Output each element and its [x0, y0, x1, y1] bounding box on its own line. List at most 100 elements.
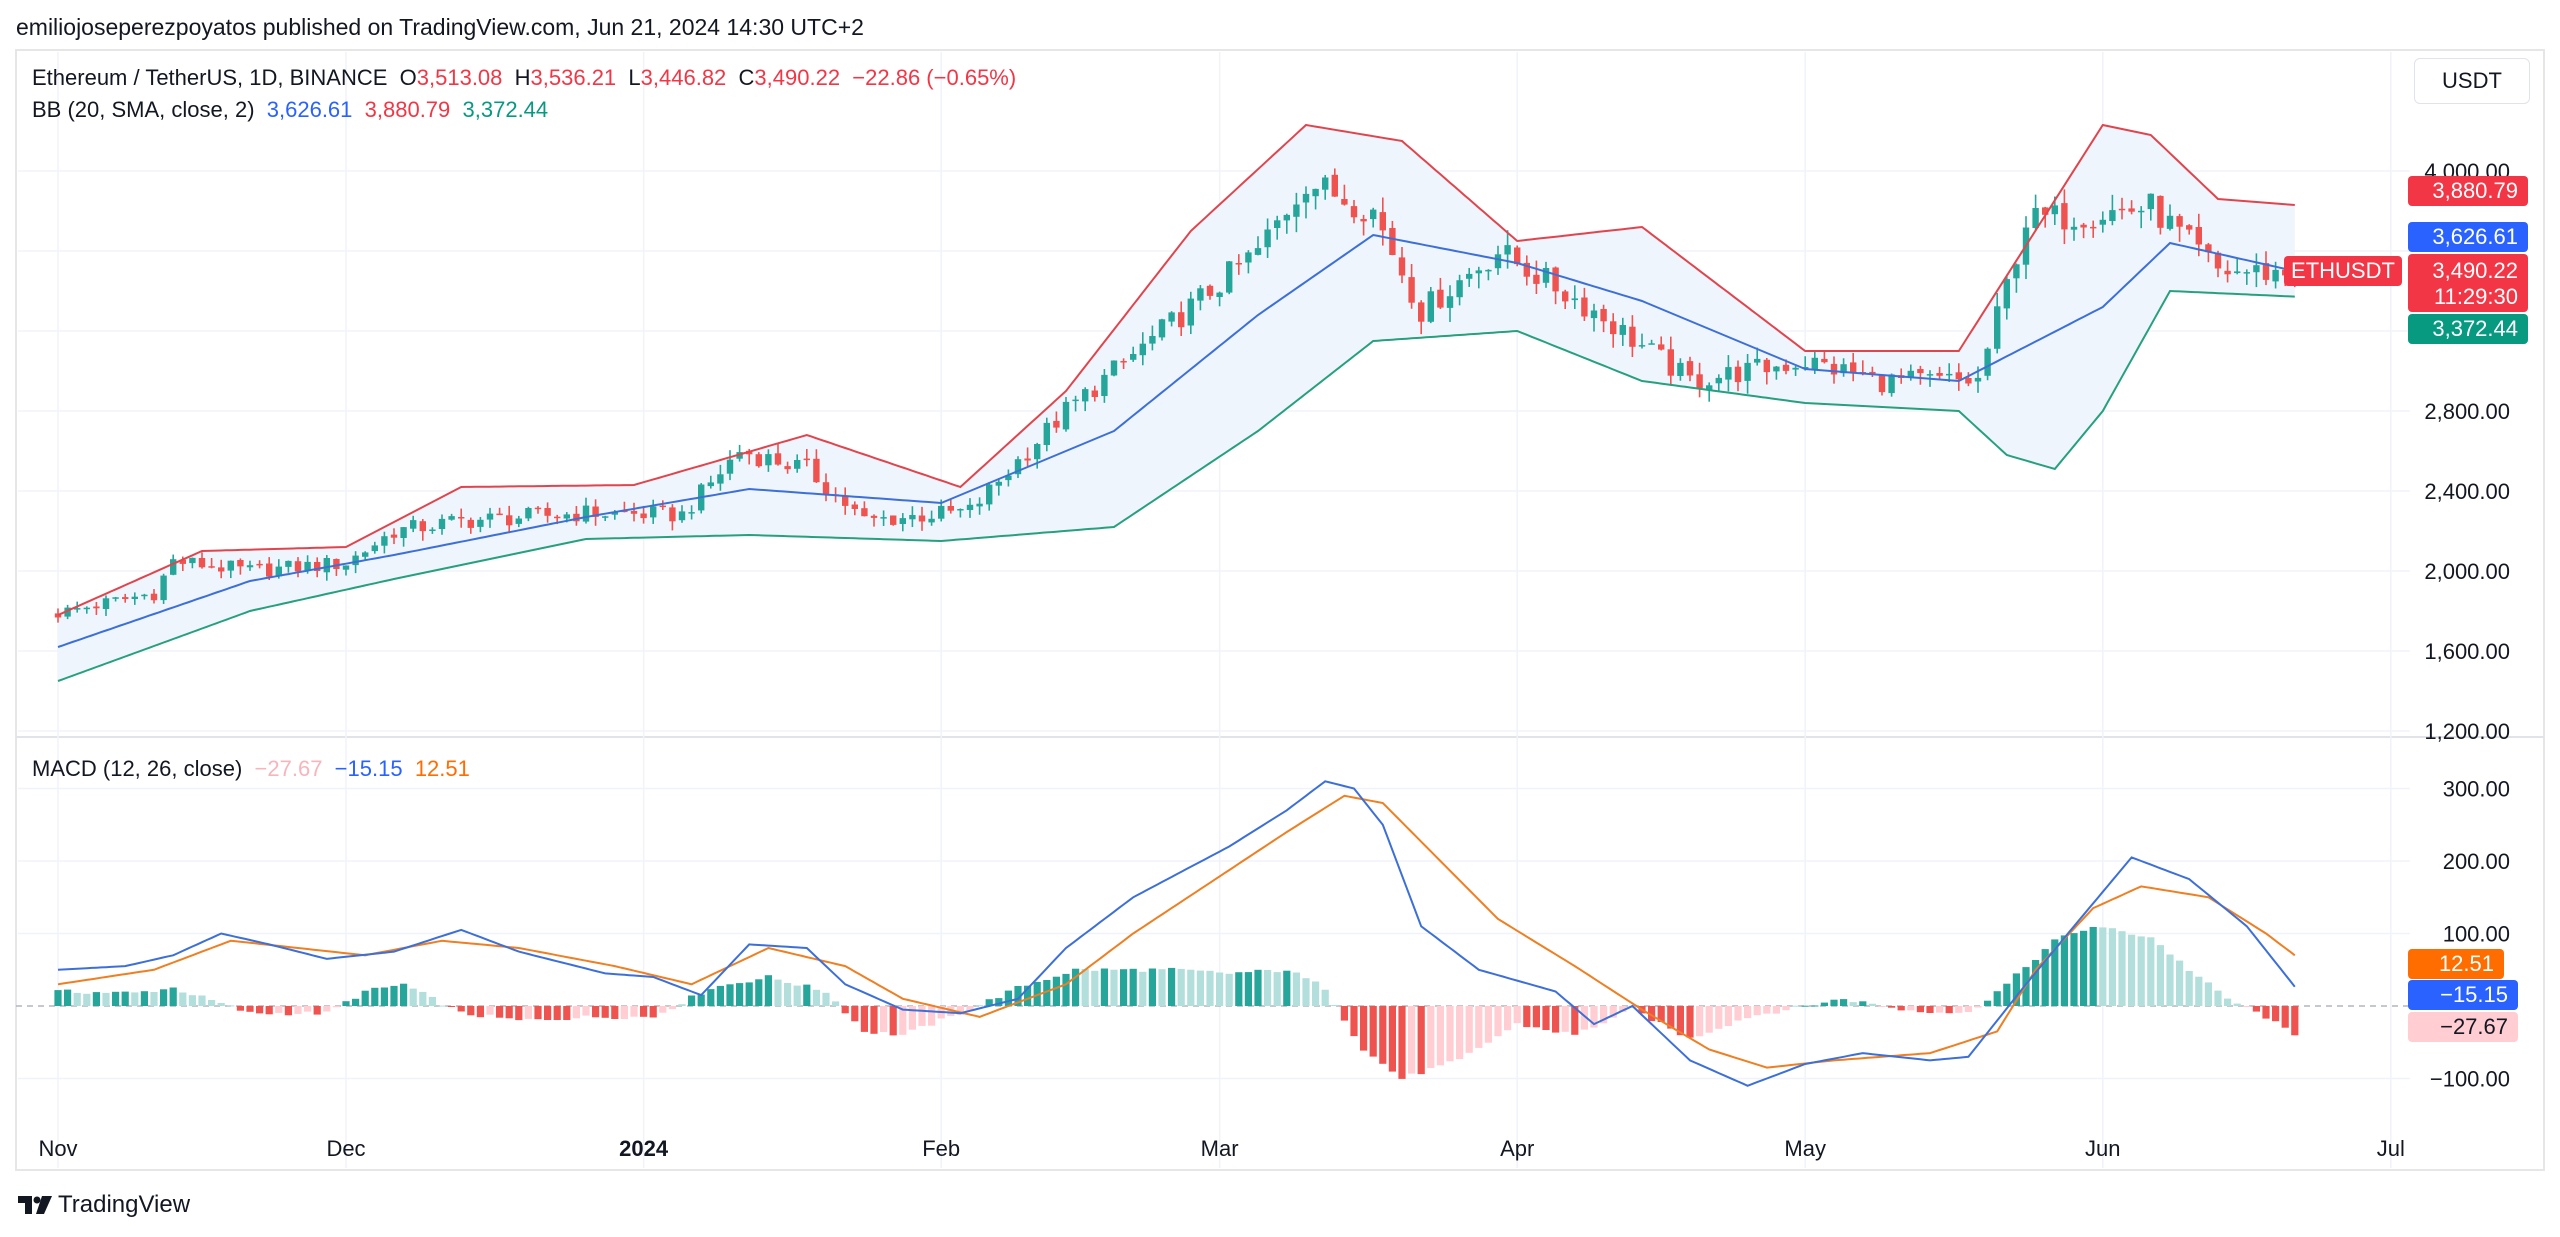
- candle: [1994, 293, 2001, 354]
- bb-label[interactable]: BB (20, SMA, close, 2): [32, 97, 255, 122]
- candle-body: [957, 509, 964, 511]
- histogram-bar: [1840, 999, 1848, 1006]
- candle-body: [1926, 374, 1934, 376]
- histogram-bar: [1561, 1006, 1569, 1032]
- histogram-bar: [1744, 1006, 1752, 1019]
- candle-body: [1811, 357, 1818, 370]
- histogram-bar: [1158, 969, 1166, 1006]
- candle-body: [2195, 227, 2202, 245]
- candle: [957, 508, 964, 518]
- candle: [2080, 222, 2087, 239]
- candle: [1418, 300, 1425, 335]
- candle-body: [1130, 354, 1137, 360]
- candle-body: [774, 453, 782, 465]
- candle-body: [2253, 265, 2260, 273]
- candle: [1562, 289, 1569, 310]
- candle-body: [2234, 271, 2241, 274]
- histogram-bar: [860, 1006, 868, 1032]
- candle: [707, 475, 714, 489]
- candle: [1043, 417, 1050, 452]
- histogram-bar: [1590, 1006, 1598, 1028]
- macd-label[interactable]: MACD (12, 26, close): [32, 756, 243, 781]
- histogram-bar: [2291, 1006, 2299, 1036]
- candle-body: [1302, 193, 1310, 203]
- histogram-bar: [2262, 1006, 2270, 1019]
- histogram-bar: [2012, 973, 2020, 1006]
- candle: [1619, 317, 1626, 346]
- histogram-bar: [1936, 1006, 1944, 1013]
- tradingview-brand[interactable]: TradingView: [16, 1190, 190, 1220]
- histogram-bar: [716, 985, 724, 1006]
- candle-body: [1072, 399, 1079, 402]
- histogram-bar: [160, 989, 168, 1006]
- histogram-badge-text: −27.67: [2440, 1014, 2508, 1039]
- candle: [1552, 266, 1559, 305]
- candle: [1370, 207, 1377, 228]
- candle-body: [1917, 369, 1924, 374]
- candle-body: [1408, 277, 1415, 303]
- candle-body: [1494, 254, 1502, 269]
- candle-body: [333, 559, 340, 569]
- candle-body: [592, 506, 599, 517]
- histogram-bar: [284, 1006, 292, 1016]
- candle-body: [870, 515, 878, 518]
- histogram-bar: [438, 1005, 446, 1007]
- candle-body: [1571, 298, 1578, 301]
- candle: [1456, 274, 1463, 306]
- candle-body: [122, 597, 129, 599]
- candle: [93, 601, 100, 615]
- histogram-bar: [1753, 1006, 1761, 1016]
- candle-body: [918, 515, 926, 522]
- candle-body: [899, 518, 906, 524]
- histogram-bar: [1513, 1006, 1521, 1024]
- currency-button[interactable]: USDT: [2414, 58, 2530, 104]
- candle: [2013, 263, 2020, 293]
- histogram-bar: [1926, 1006, 1934, 1013]
- symbol-title[interactable]: Ethereum / TetherUS, 1D, BINANCE: [32, 65, 388, 90]
- candle-body: [890, 515, 897, 525]
- candle-body: [678, 511, 686, 521]
- candle: [1091, 385, 1098, 402]
- x-tick-label: Feb: [922, 1136, 960, 1161]
- histogram-bar: [2060, 935, 2068, 1006]
- histogram-bar: [1379, 1006, 1387, 1064]
- candle-body: [1648, 343, 1655, 345]
- histogram-bar: [659, 1006, 667, 1013]
- histogram-bar: [630, 1006, 638, 1017]
- candle-body: [1427, 291, 1434, 322]
- candle-body: [1091, 390, 1098, 397]
- candle: [1293, 192, 1300, 233]
- candle-body: [419, 521, 426, 532]
- candle-body: [1341, 199, 1348, 205]
- candle-body: [1994, 306, 2001, 349]
- histogram-bar: [688, 995, 696, 1006]
- candle-body: [1187, 298, 1194, 326]
- histogram-bar: [131, 992, 139, 1006]
- macd-badge: [2408, 980, 2518, 1010]
- candle: [477, 516, 484, 533]
- histogram-bar: [1523, 1006, 1531, 1028]
- candle-body: [362, 552, 369, 557]
- candle-body: [1600, 309, 1607, 322]
- candle: [966, 498, 974, 518]
- candle: [1475, 266, 1482, 289]
- candle: [765, 449, 772, 472]
- bb-lower-line: [57, 289, 2295, 682]
- bollinger-band-fill: [58, 125, 2295, 681]
- bb-basis-line: [57, 233, 2296, 648]
- candle-body: [1053, 420, 1060, 428]
- histogram-bar: [812, 989, 820, 1006]
- macd-tick-label: 300.00: [2443, 777, 2510, 802]
- candle: [410, 515, 417, 533]
- candle: [2176, 213, 2183, 242]
- candle: [333, 558, 340, 576]
- candle-body: [390, 534, 398, 538]
- candle: [1485, 269, 1492, 281]
- candle-body: [2224, 270, 2231, 275]
- candle-body: [1043, 422, 1050, 445]
- histogram-bar: [208, 1000, 216, 1006]
- candle: [1206, 284, 1214, 300]
- histogram-bar: [995, 998, 1003, 1006]
- candle-body: [1552, 267, 1559, 292]
- histogram-bar: [1369, 1006, 1377, 1057]
